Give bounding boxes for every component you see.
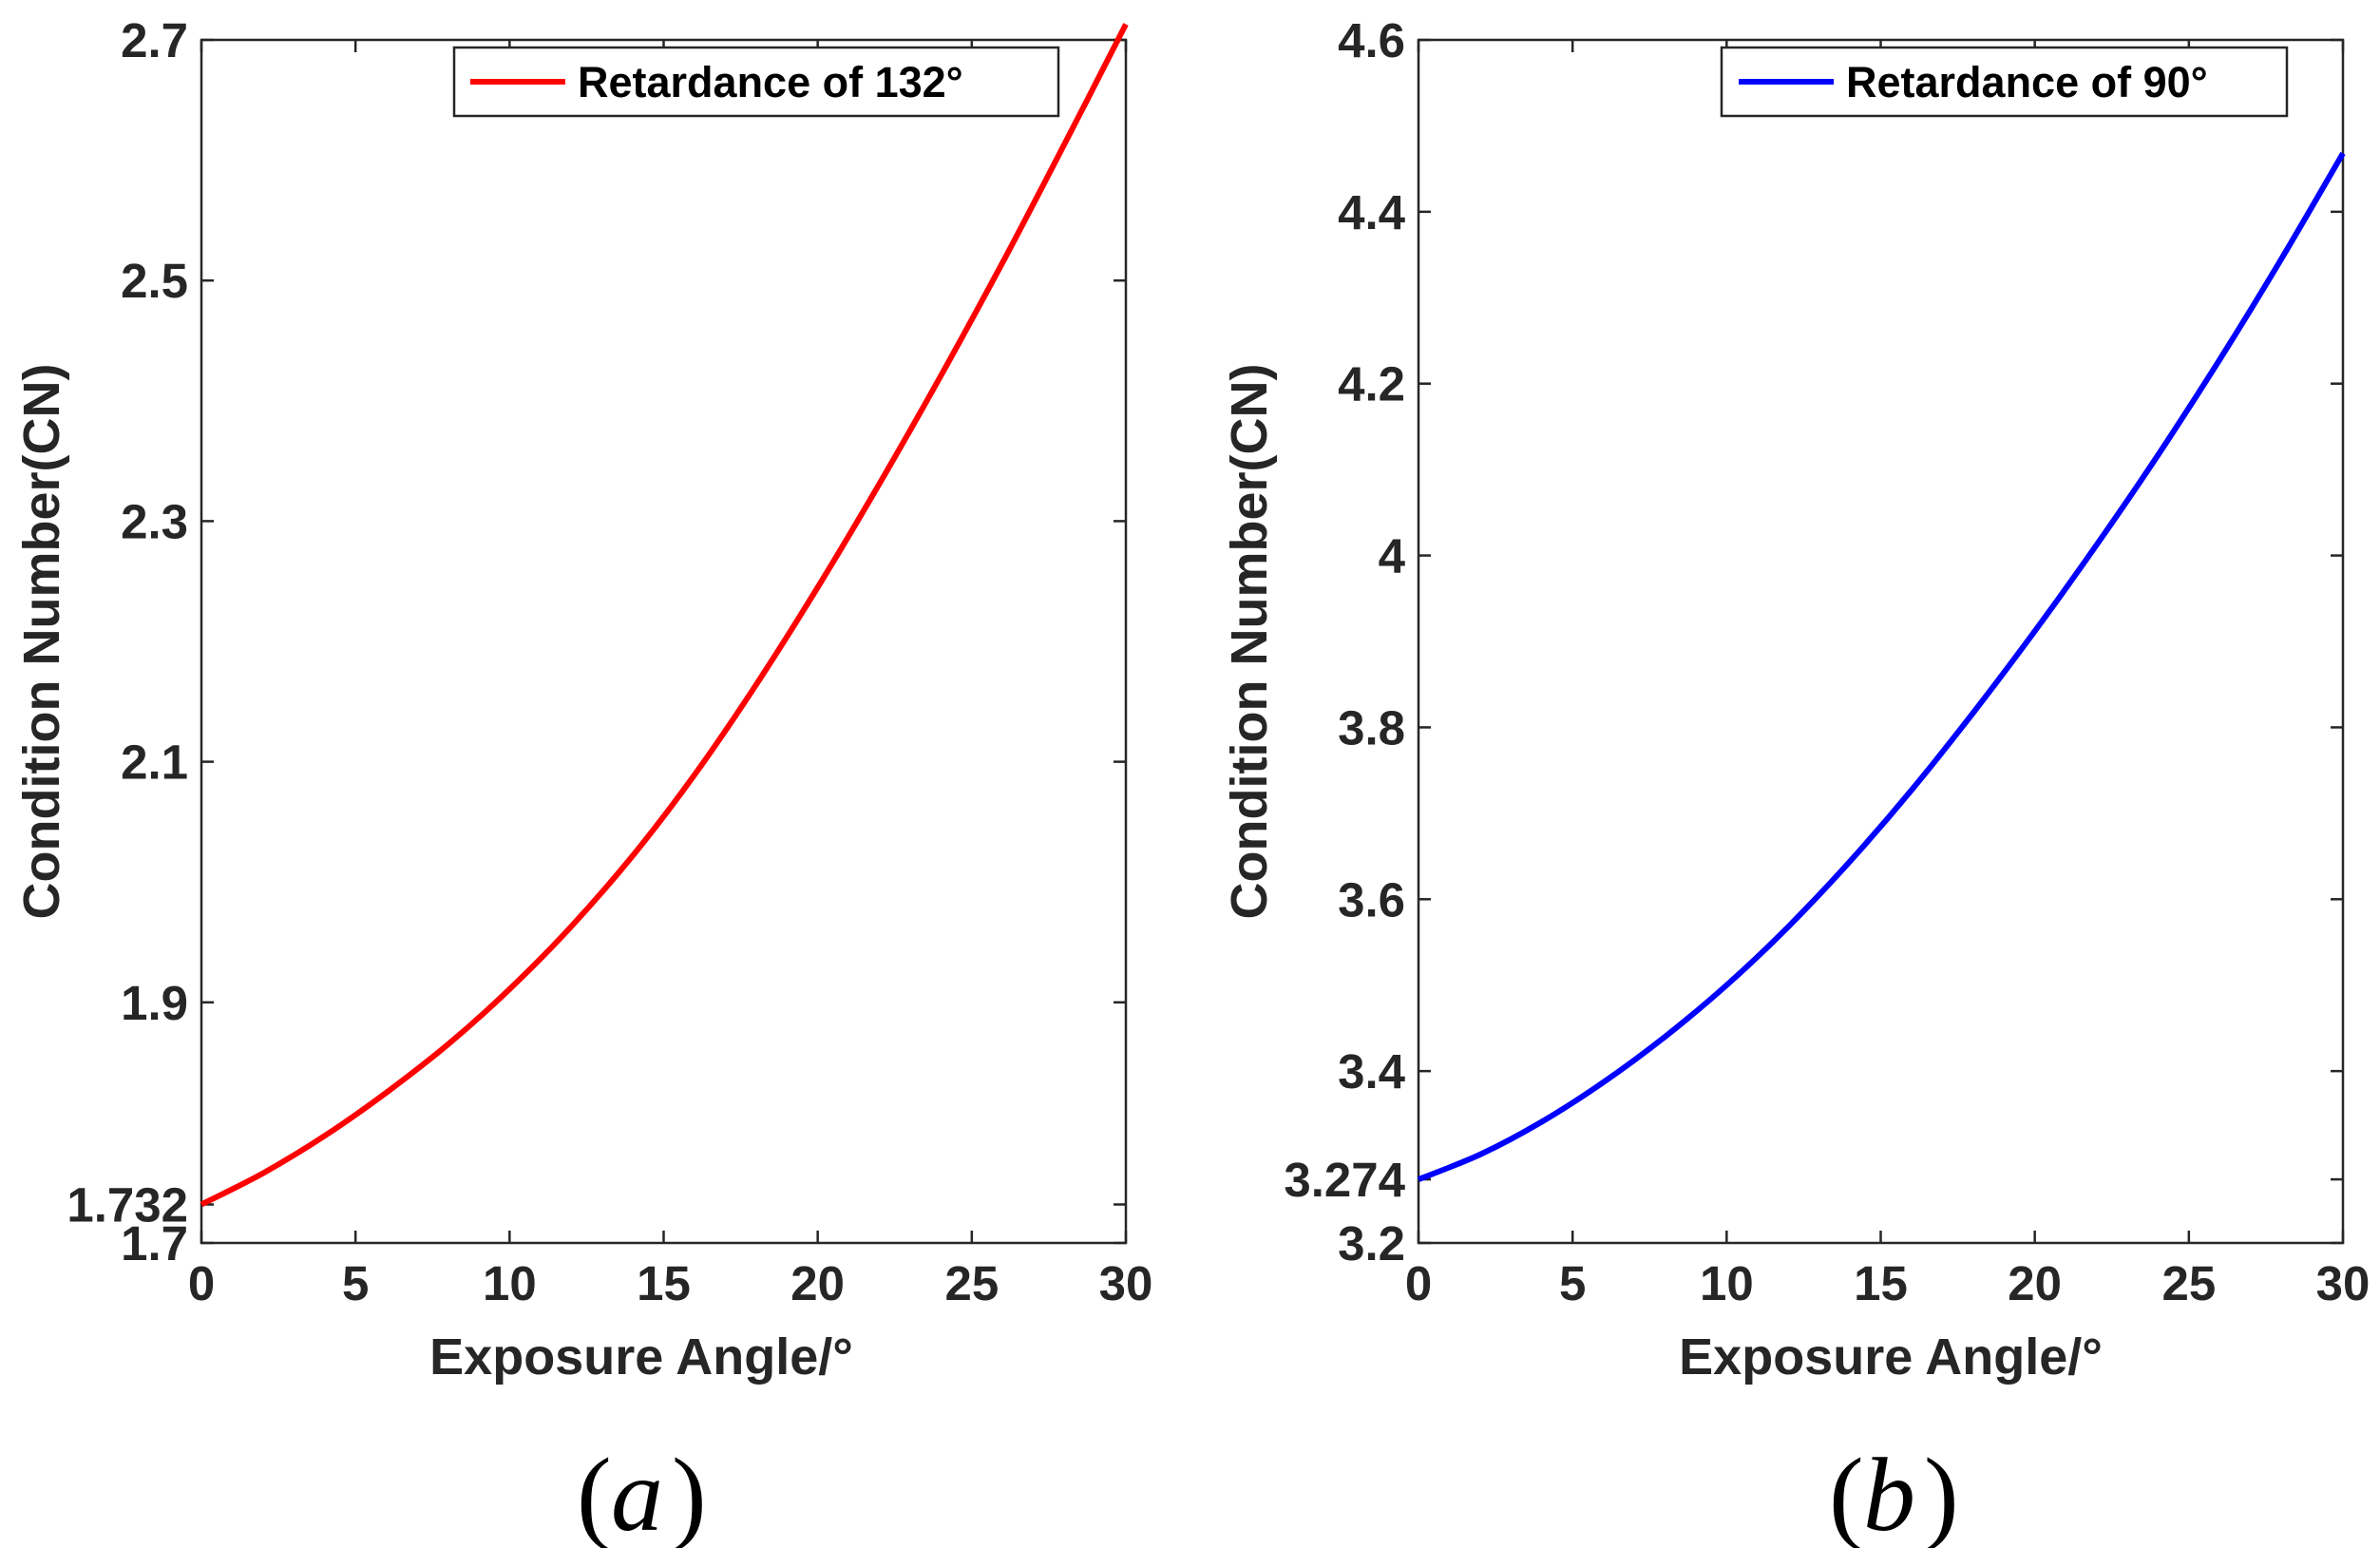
panel-caption-letter-b: b: [1863, 1437, 1915, 1548]
legend-b: Retardance of 90°: [1720, 46, 2289, 118]
svg-text:): ): [672, 1437, 707, 1548]
y-tick-label: 2.1: [121, 736, 188, 790]
x-tick-label: 0: [1405, 1256, 1432, 1310]
x-tick-labels-b: 0 5 10 15 20 25 30: [1405, 1256, 2370, 1310]
x-tick-label: 20: [2008, 1256, 2062, 1310]
series-a: [200, 23, 1129, 1208]
y-tick-label: 4.6: [1338, 13, 1405, 67]
y-tick-label: 2.5: [121, 254, 188, 308]
chart-panel-b: 0 5 10 15 20 25 30 3.2 3.4 3.6 3.8 4 4.2 4.4 4.6 3.274…: [1221, 13, 2370, 1548]
y-tick-label: 3.8: [1338, 700, 1405, 755]
x-tick-label: 30: [1099, 1256, 1153, 1310]
panel-caption-a: ( a ): [577, 1437, 707, 1548]
y-tick-label: 2.7: [121, 13, 188, 67]
x-tick-label: 25: [2161, 1256, 2216, 1310]
y-tick-label: 4.2: [1338, 357, 1405, 411]
chart-panel-a: 0 5 10 15 20 25 30 1.7 1.9 2.1 2.3 2.5 2.7 1.732 Ret…: [13, 13, 1152, 1548]
svg-text:(: (: [1829, 1437, 1864, 1548]
series-line-a: [200, 23, 1129, 1208]
panel-caption-letter-a: a: [611, 1437, 663, 1548]
y-axis-title-b: Condition Number(CN): [1221, 364, 1278, 920]
x-tick-label: 15: [1854, 1256, 1908, 1310]
y-tick-label: 1.7: [121, 1216, 188, 1271]
x-tick-label: 5: [342, 1256, 369, 1310]
x-tick-label: 30: [2316, 1256, 2370, 1310]
y-tick-label: 2.3: [121, 494, 188, 548]
y-tick-label: 3.2: [1338, 1216, 1405, 1271]
ticks-b: [1417, 38, 2345, 1245]
x-tick-label: 5: [1559, 1256, 1586, 1310]
ticks-a: [200, 38, 1128, 1245]
svg-text:): ): [1924, 1437, 1959, 1548]
x-axis-title-b: Exposure Angle/°: [1679, 1328, 2103, 1386]
series-b: [1417, 151, 2346, 1182]
y-tick-labels-b: 3.2 3.4 3.6 3.8 4 4.2 4.4 4.6 3.274: [1284, 13, 1405, 1271]
y-tick-label-extra: 1.732: [67, 1177, 188, 1232]
x-tick-label: 20: [790, 1256, 845, 1310]
legend-label-b: Retardance of 90°: [1846, 58, 2208, 106]
y-tick-label: 3.4: [1338, 1044, 1406, 1099]
panel-caption-b: ( b ): [1829, 1437, 1959, 1548]
x-tick-label: 10: [1700, 1256, 1754, 1310]
x-axis-title-a: Exposure Angle/°: [429, 1328, 853, 1386]
y-tick-label-extra: 3.274: [1284, 1153, 1405, 1207]
y-tick-label: 1.9: [121, 976, 188, 1030]
y-tick-label: 4.4: [1338, 185, 1406, 239]
y-tick-labels-a: 1.7 1.9 2.1 2.3 2.5 2.7 1.732: [67, 13, 188, 1271]
y-tick-label: 3.6: [1338, 872, 1405, 927]
x-tick-label: 15: [637, 1256, 691, 1310]
y-axis-title-a: Condition Number(CN): [13, 364, 70, 920]
series-line-b: [1417, 151, 2346, 1182]
legend-a: Retardance of 132°: [452, 46, 1060, 118]
svg-text:(: (: [577, 1437, 612, 1548]
x-tick-label: 10: [483, 1256, 537, 1310]
x-tick-labels-a: 0 5 10 15 20 25 30: [188, 1256, 1153, 1310]
plot-area-a: [200, 38, 1128, 1245]
plot-area-b: [1417, 38, 2345, 1245]
x-tick-label: 0: [188, 1256, 215, 1310]
x-tick-label: 25: [944, 1256, 999, 1310]
legend-label-a: Retardance of 132°: [578, 58, 963, 106]
y-tick-label: 4: [1379, 529, 1406, 583]
